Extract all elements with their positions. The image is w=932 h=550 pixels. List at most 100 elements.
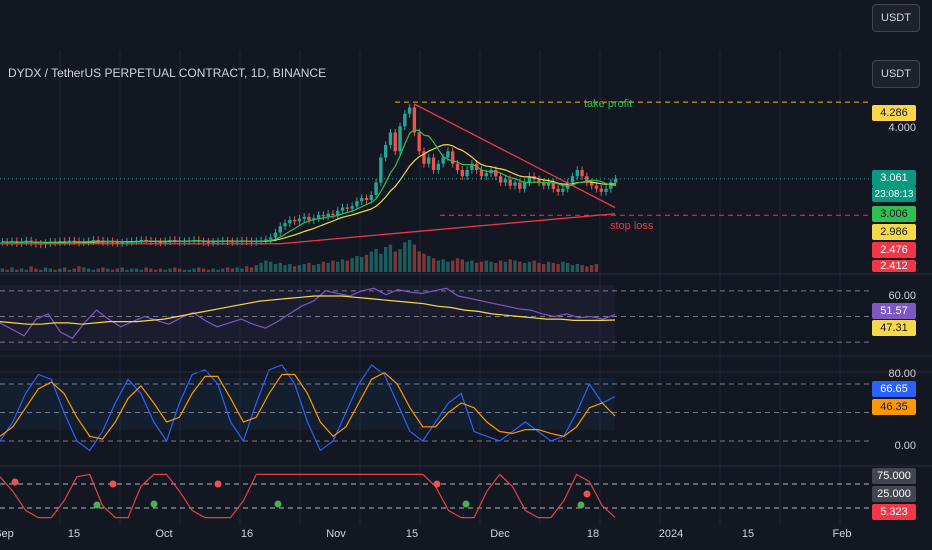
time-label: Feb: [832, 528, 852, 540]
volume-bar: [383, 246, 388, 272]
volume-bar: [589, 265, 594, 272]
volume-bar: [72, 268, 76, 272]
time-label: Dec: [490, 528, 510, 540]
candle-body: [331, 213, 335, 215]
candle-body: [613, 178, 618, 183]
volume-bar: [388, 244, 393, 272]
volume-bar: [197, 267, 201, 272]
time-label: Oct: [155, 528, 173, 540]
candle-body: [264, 239, 268, 241]
price-tick-4000: 4.000: [888, 122, 916, 134]
volume-bar: [221, 268, 225, 272]
candle-body: [537, 179, 541, 183]
volume-bar: [120, 267, 124, 272]
volume-bar: [542, 264, 546, 272]
candle-body: [436, 163, 441, 170]
volume-bar: [412, 244, 417, 272]
volume-bar: [551, 262, 556, 272]
candle-body: [522, 182, 527, 189]
volume-bar: [364, 254, 369, 272]
volume-bar: [508, 259, 512, 272]
volume-bar: [474, 262, 479, 272]
candle-body: [388, 132, 393, 145]
volume-bar: [460, 259, 464, 272]
rsi-value-tag: 51.57: [872, 303, 916, 319]
oscillator-panel: [0, 473, 870, 519]
time-label: 16: [240, 528, 254, 540]
volume-bar: [115, 268, 120, 272]
volume-bar: [39, 269, 43, 272]
volume-bar: [580, 265, 584, 272]
volume-bar: [283, 265, 287, 272]
volume-bar: [230, 268, 235, 272]
volume-bar: [29, 266, 33, 272]
volume-bar: [125, 269, 129, 272]
candle-body: [297, 218, 302, 222]
volume-bar: [566, 262, 570, 272]
candle-body: [312, 218, 316, 220]
candle-body: [441, 157, 445, 164]
volume-bar: [537, 262, 541, 272]
volume-bar: [575, 264, 579, 272]
candle-body: [206, 241, 211, 243]
volume-bar: [106, 268, 110, 272]
candle-body: [283, 223, 287, 227]
candle-body: [173, 240, 177, 241]
volume-bar: [297, 265, 302, 272]
stop-loss-label: stop loss: [610, 220, 654, 232]
volume-bar: [254, 265, 258, 272]
volume-bar: [455, 258, 460, 272]
volume-bar: [546, 261, 551, 272]
series-line-1: [0, 295, 616, 325]
candle-body: [383, 145, 388, 158]
ma-slow-tag: 2.986: [872, 224, 916, 240]
stoch-rsi-panel: [0, 364, 870, 452]
currency-button-top[interactable]: USDT: [872, 4, 920, 32]
symbol-title[interactable]: DYDX / TetherUS PERPETUAL CONTRACT, 1D, …: [8, 66, 327, 80]
volume-bar: [144, 267, 148, 272]
stoch-tick-0: 0.00: [894, 440, 916, 452]
candle-body: [67, 240, 72, 242]
volume-bar: [82, 267, 86, 272]
volume-bar: [245, 266, 249, 272]
stoch-tick-80: 80.00: [888, 368, 916, 380]
volume-bar: [398, 249, 402, 272]
candle-body: [24, 240, 29, 242]
volume-bar: [216, 269, 220, 272]
rsi-ma-value-tag: 47.31: [872, 320, 916, 336]
volume-bar: [431, 258, 436, 272]
volume-bar: [316, 264, 321, 272]
candle-body: [546, 182, 551, 186]
signal-dot: [109, 480, 117, 488]
candle-body: [360, 198, 364, 202]
volume-bar: [446, 261, 450, 272]
signal-dot: [433, 480, 441, 488]
time-label: Nov: [326, 528, 346, 540]
volume-bar: [96, 268, 100, 272]
ascending-trendline: [0, 213, 616, 245]
volume-bar: [154, 269, 158, 272]
candle-body: [374, 182, 378, 195]
volume-bar: [326, 262, 330, 272]
volume-bar: [149, 268, 153, 272]
time-label: 15: [67, 528, 81, 540]
last-price-tag: 3.061: [872, 170, 916, 186]
currency-button-main[interactable]: USDT: [872, 60, 920, 88]
series-line-0: [0, 364, 616, 452]
rsi-band: [0, 285, 615, 351]
volume-bar: [173, 267, 177, 272]
volume-bar: [43, 267, 48, 272]
volume-bar: [201, 268, 206, 272]
candle-body: [498, 176, 503, 183]
volume-bar: [15, 269, 19, 272]
candle-body: [369, 195, 373, 200]
volume-bar: [10, 267, 14, 272]
volume-bar: [19, 268, 24, 272]
volume-bar: [249, 267, 254, 272]
volume-bar: [561, 261, 565, 272]
volume-bar: [451, 260, 455, 272]
rsi-panel: [0, 285, 870, 351]
candle-body: [589, 182, 594, 186]
candle-body: [91, 240, 96, 242]
